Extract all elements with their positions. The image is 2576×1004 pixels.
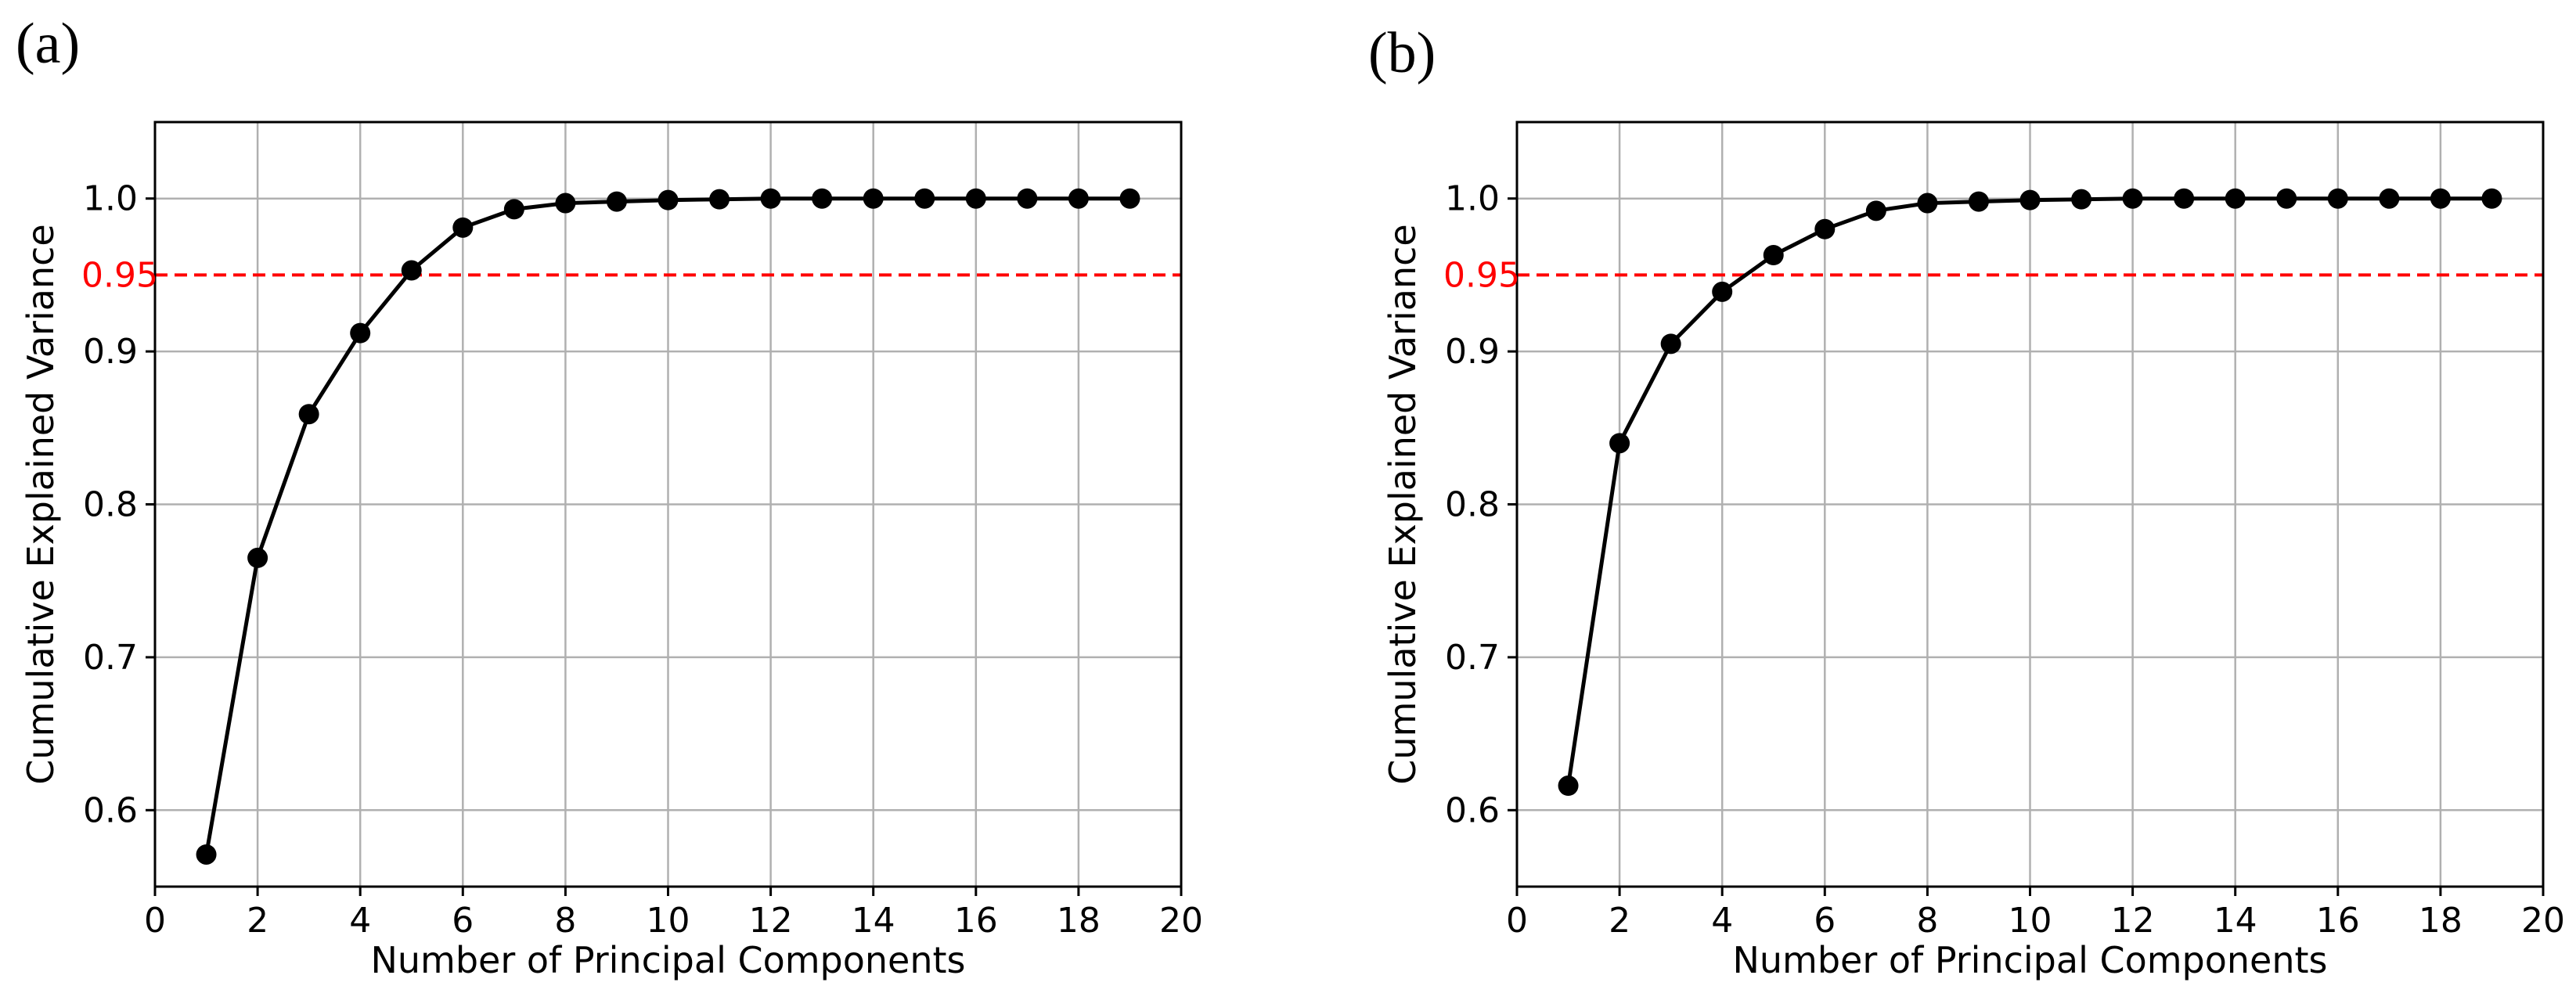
y-tick-label: 0.9 [1445, 332, 1500, 372]
x-axis-label: Number of Principal Components [1732, 939, 2327, 981]
threshold-label: 0.95 [1443, 255, 1520, 295]
data-point [1917, 193, 1938, 214]
x-tick-label: 12 [2111, 901, 2155, 941]
x-tick-label: 6 [452, 901, 474, 941]
data-point [1763, 244, 1784, 265]
x-tick-label: 2 [1609, 901, 1630, 941]
data-point [709, 189, 730, 210]
y-tick-label: 0.9 [83, 332, 138, 372]
data-point [2430, 188, 2451, 209]
x-tick-label: 20 [2521, 901, 2565, 941]
data-point [1558, 775, 1579, 797]
data-point [350, 322, 371, 344]
x-tick-label: 4 [349, 901, 371, 941]
y-tick-label: 0.6 [1445, 790, 1500, 830]
data-point [812, 188, 833, 209]
y-tick-label: 0.6 [83, 790, 138, 830]
y-axis-label: Cumulative Explained Variance [20, 224, 62, 784]
data-point [2481, 188, 2502, 209]
data-point [1968, 191, 1989, 212]
data-point [2071, 189, 2092, 210]
data-point [1609, 433, 1630, 454]
data-point [760, 188, 781, 209]
x-tick-label: 20 [1159, 901, 1203, 941]
x-tick-label: 16 [2316, 901, 2360, 941]
x-tick-label: 4 [1711, 901, 1733, 941]
x-tick-label: 16 [954, 901, 998, 941]
data-point [2276, 188, 2297, 209]
data-point [1017, 188, 1038, 209]
data-point [863, 188, 884, 209]
x-axis-label: Number of Principal Components [370, 939, 965, 981]
x-tick-label: 14 [852, 901, 895, 941]
panel-label: (b) [1368, 21, 1436, 85]
panel-label: (a) [16, 12, 80, 76]
data-point [606, 191, 627, 212]
x-tick-label: 10 [2009, 901, 2052, 941]
data-point [1119, 188, 1140, 209]
threshold-label: 0.95 [81, 255, 158, 295]
y-tick-label: 1.0 [1445, 179, 1500, 219]
x-tick-label: 12 [749, 901, 793, 941]
data-point [2174, 188, 2195, 209]
y-tick-label: 0.8 [83, 485, 138, 525]
chart-panel-a: (a) 0 2 4 6 8 10 12 14 16 18 20 0.6 0.7 0.8 0.9 1.0 0.95 N… [16, 12, 1203, 981]
data-point [298, 404, 319, 425]
y-tick-label: 0.7 [83, 638, 138, 678]
chart-panel-b: (b) 0 2 4 6 8 10 12 14 16 18 20 0.6 0.7 0.8 0.9 1.0 0.95 N… [1368, 21, 2565, 981]
data-point [503, 199, 524, 220]
x-tick-label: 18 [1057, 901, 1101, 941]
data-point [1712, 281, 1733, 302]
data-point [555, 193, 576, 214]
data-point [2379, 188, 2400, 209]
data-point [658, 189, 679, 211]
data-point [2327, 188, 2348, 209]
x-tick-label: 2 [247, 901, 268, 941]
data-point [401, 260, 422, 281]
y-tick-label: 0.8 [1445, 485, 1500, 525]
data-point [2225, 188, 2246, 209]
y-tick-label: 0.7 [1445, 638, 1500, 678]
data-point [196, 844, 217, 865]
data-point [1814, 218, 1836, 239]
data-point [2019, 189, 2041, 211]
x-tick-label: 6 [1814, 901, 1836, 941]
data-point [914, 188, 935, 209]
y-axis-label: Cumulative Explained Variance [1382, 224, 1424, 784]
data-point [1865, 200, 1886, 221]
data-point [965, 188, 986, 209]
x-tick-label: 8 [554, 901, 576, 941]
x-tick-label: 10 [647, 901, 690, 941]
data-point [1068, 188, 1089, 209]
data-point [452, 217, 474, 238]
data-point [247, 547, 268, 568]
x-tick-label: 0 [144, 901, 166, 941]
x-tick-label: 18 [2419, 901, 2463, 941]
y-tick-label: 1.0 [83, 179, 138, 219]
data-point [2122, 188, 2143, 209]
x-tick-label: 14 [2214, 901, 2257, 941]
x-tick-label: 8 [1916, 901, 1938, 941]
x-tick-label: 0 [1506, 901, 1528, 941]
data-point [1660, 333, 1681, 354]
